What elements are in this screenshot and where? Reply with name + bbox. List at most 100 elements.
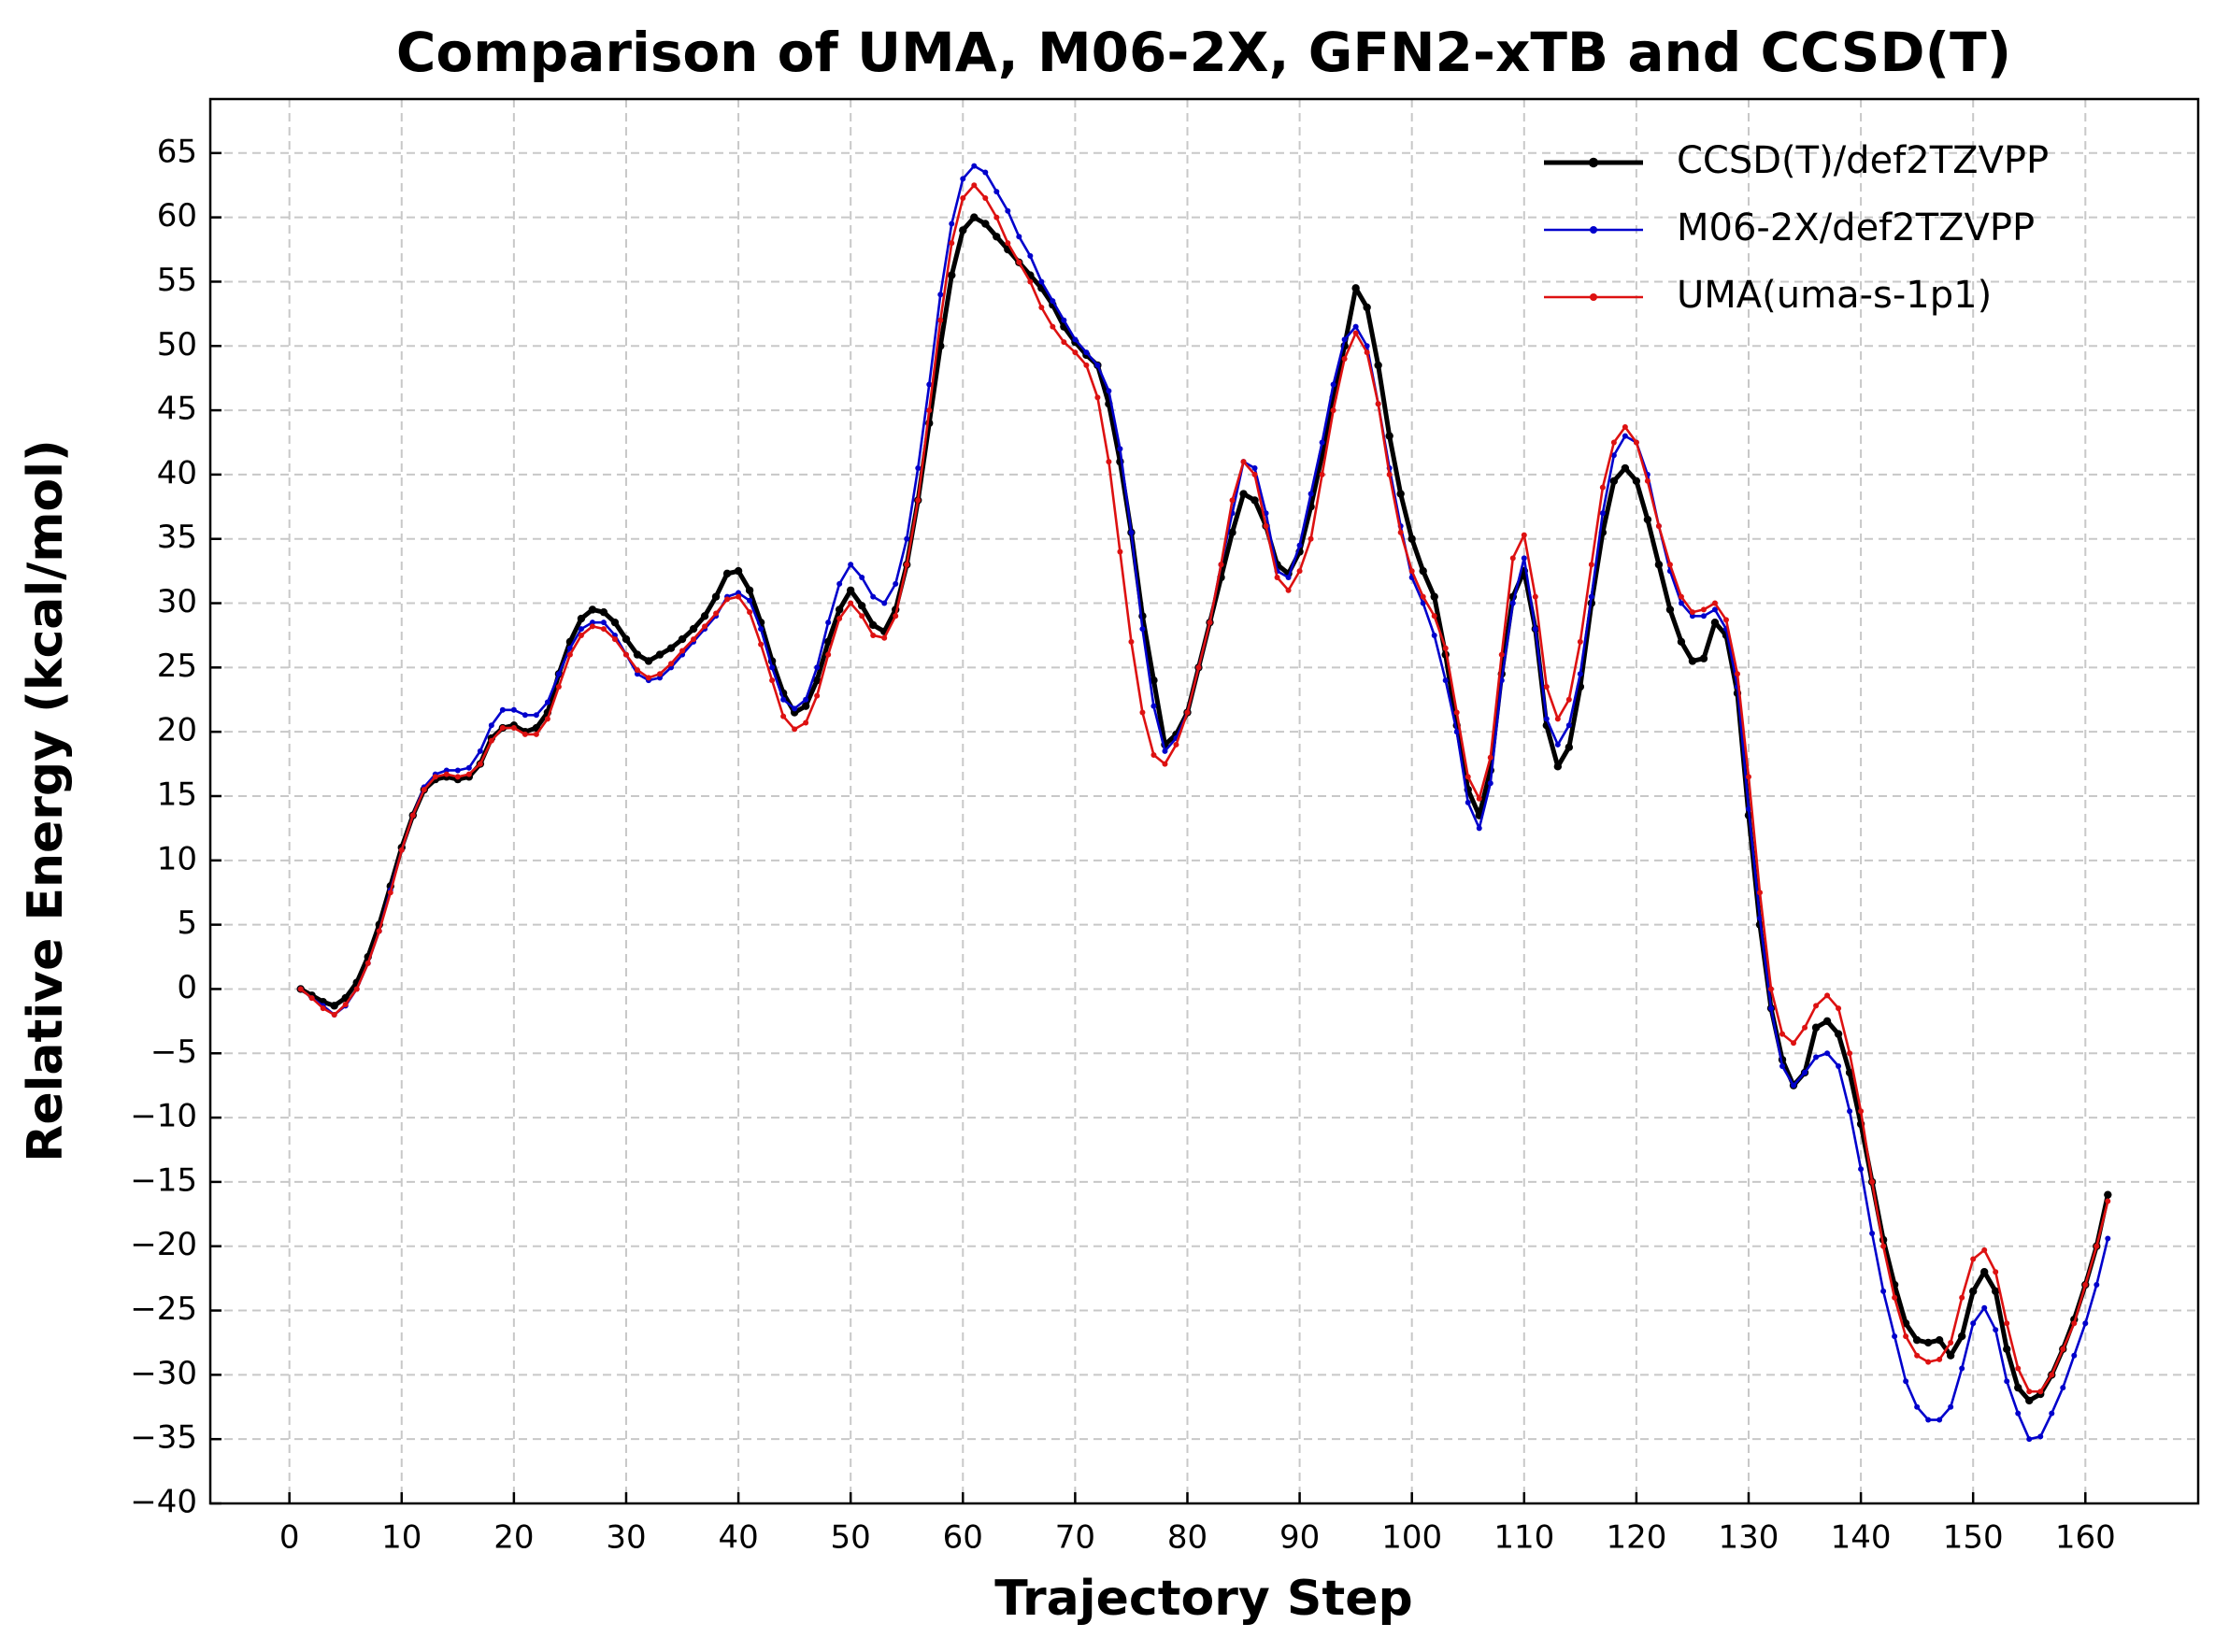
y-tick-label: 45 [157,391,197,428]
data-point [622,634,631,644]
x-tick-label: 150 [1943,1519,2004,1557]
data-point [836,616,843,622]
data-point [1532,593,1538,600]
data-point [1341,336,1348,343]
y-tick-label: 40 [157,454,197,491]
data-point [1128,638,1135,645]
data-point [1935,1336,1944,1345]
data-point [600,620,607,626]
data-point [1822,1017,1832,1026]
data-point [634,671,640,677]
data-point [1240,459,1247,465]
data-point [881,600,888,606]
data-point [421,787,427,793]
data-point [758,626,765,633]
legend-label: CCSD(T)/def2TZVPP [1677,139,2049,182]
data-point [510,725,517,732]
data-point [747,597,753,604]
data-point [1700,606,1707,613]
data-point [971,163,978,169]
y-tick-label: 5 [177,904,197,942]
data-point [1768,986,1775,992]
data-point [1912,1336,1922,1345]
data-point [1813,1054,1820,1061]
data-point [1959,1365,1965,1372]
data-point [2015,1410,2022,1417]
data-point [1970,1320,1977,1327]
data-point [1957,1332,1966,1341]
data-point [1106,459,1112,465]
data-point [1970,1256,1977,1262]
data-point [353,986,360,992]
y-tick-label: 55 [157,262,197,299]
data-point [981,220,990,228]
data-point [1453,709,1460,716]
data-point [1364,349,1370,356]
data-point [1150,703,1157,709]
x-tick-label: 140 [1831,1519,1892,1557]
series-line [299,215,2110,1403]
data-point [1207,620,1213,626]
data-point [308,995,315,1002]
data-point [1813,1003,1820,1009]
data-point [488,722,494,729]
x-tick-label: 120 [1606,1519,1666,1557]
data-point [736,593,742,600]
data-point [320,1005,326,1012]
data-point [1577,671,1583,677]
data-point [2094,1243,2100,1249]
y-tick-label: 10 [157,840,197,877]
legend-marker [1588,157,1599,168]
data-point [1643,515,1652,524]
series [297,163,2111,1443]
data-point [533,712,539,719]
x-tick-label: 20 [493,1519,534,1557]
data-point [893,613,899,620]
data-point [1352,330,1359,336]
data-point [1351,284,1360,292]
data-point [1577,638,1583,645]
data-point [465,771,472,777]
data-point [634,667,640,674]
y-tick-label: −20 [130,1226,197,1263]
data-point [599,607,608,617]
data-point [1554,716,1561,722]
data-point [499,706,506,713]
data-point [1430,592,1438,601]
data-point [2094,1282,2100,1289]
data-point [848,600,854,606]
data-point [1083,362,1090,368]
data-point [1811,1023,1821,1032]
data-point [926,381,933,388]
data-point [736,590,742,596]
data-point [1352,323,1359,330]
data-point [1609,477,1619,485]
data-point [1139,626,1146,633]
data-point [792,705,798,712]
data-point [2037,1389,2044,1395]
data-point [1689,609,1695,616]
data-point [713,610,720,617]
data-point [1397,529,1404,535]
data-point [1487,754,1493,761]
data-point [600,626,607,633]
data-point [1710,618,1720,627]
data-point [1824,992,1831,999]
data-point [522,712,528,719]
data-point [610,618,620,627]
data-point [1802,1069,1808,1075]
data-point [1610,452,1617,459]
x-tick-label: 100 [1381,1519,1442,1557]
data-point [835,605,844,614]
data-point [376,928,382,934]
data-point [1274,575,1280,581]
x-tick-label: 80 [1167,1519,1208,1557]
data-point [488,737,494,744]
data-point [1218,562,1224,568]
data-point [1633,439,1639,446]
data-point [1420,593,1426,600]
x-axis-label: Trajectory Step [994,1571,1412,1627]
data-point [1869,1178,1876,1185]
data-point [1588,593,1594,600]
data-point [443,771,450,777]
